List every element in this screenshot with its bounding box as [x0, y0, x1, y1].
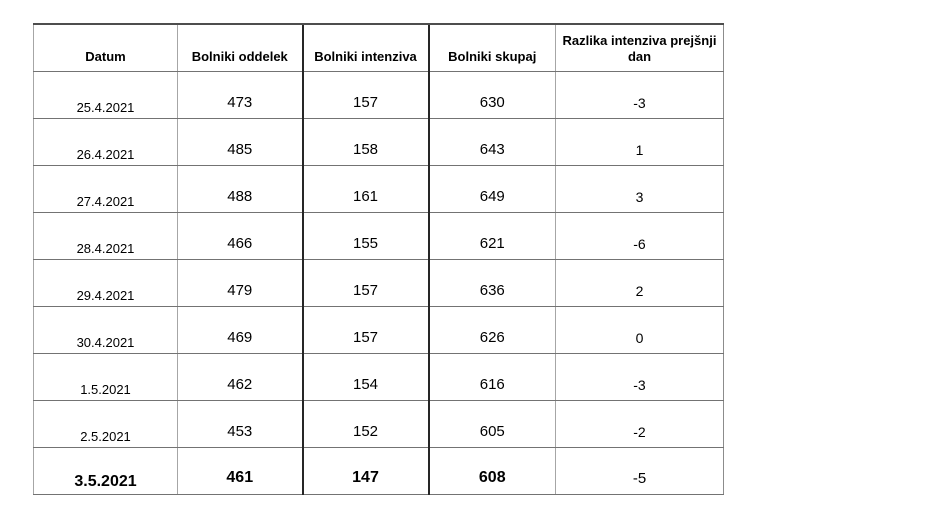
cell-intenziva: 158 — [301, 118, 429, 166]
cell-datum: 30.4.2021 — [33, 306, 178, 354]
cell-datum: 25.4.2021 — [33, 71, 178, 119]
column-header-skupaj: Bolniki skupaj — [427, 23, 556, 72]
cell-datum: 28.4.2021 — [33, 212, 178, 260]
table-row-latest: 3.5.2021 461 147 608 -5 — [33, 447, 724, 495]
cell-skupaj: 630 — [427, 71, 556, 119]
cell-intenziva: 152 — [301, 400, 429, 448]
cell-oddelek: 462 — [177, 353, 303, 401]
column-header-oddelek: Bolniki oddelek — [177, 23, 303, 72]
cell-razlika: 0 — [555, 306, 724, 354]
cell-razlika: -5 — [555, 447, 724, 495]
cell-razlika: -3 — [555, 71, 724, 119]
cell-skupaj: 608 — [427, 447, 556, 495]
cell-intenziva: 147 — [301, 447, 429, 495]
cell-oddelek: 466 — [177, 212, 303, 260]
cell-skupaj: 643 — [427, 118, 556, 166]
cell-oddelek: 461 — [177, 447, 303, 495]
cell-skupaj: 649 — [427, 165, 556, 213]
hospital-patients-table: Datum Bolniki oddelek Bolniki intenziva … — [33, 23, 724, 495]
header-row: Datum Bolniki oddelek Bolniki intenziva … — [33, 23, 724, 72]
table-row: 28.4.2021 466 155 621 -6 — [33, 212, 724, 260]
cell-skupaj: 616 — [427, 353, 556, 401]
cell-intenziva: 157 — [301, 259, 429, 307]
cell-skupaj: 626 — [427, 306, 556, 354]
cell-intenziva: 157 — [301, 306, 429, 354]
column-header-intenziva: Bolniki intenziva — [301, 23, 429, 72]
column-header-razlika: Razlika intenziva prejšnji dan — [555, 23, 724, 72]
cell-razlika: -6 — [555, 212, 724, 260]
cell-intenziva: 154 — [301, 353, 429, 401]
cell-skupaj: 636 — [427, 259, 556, 307]
cell-razlika: -3 — [555, 353, 724, 401]
cell-oddelek: 453 — [177, 400, 303, 448]
cell-intenziva: 161 — [301, 165, 429, 213]
cell-oddelek: 473 — [177, 71, 303, 119]
cell-skupaj: 621 — [427, 212, 556, 260]
cell-oddelek: 488 — [177, 165, 303, 213]
cell-datum: 26.4.2021 — [33, 118, 178, 166]
table-row: 25.4.2021 473 157 630 -3 — [33, 71, 724, 119]
cell-datum: 2.5.2021 — [33, 400, 178, 448]
cell-skupaj: 605 — [427, 400, 556, 448]
cell-razlika: 1 — [555, 118, 724, 166]
table-row: 30.4.2021 469 157 626 0 — [33, 306, 724, 354]
cell-intenziva: 155 — [301, 212, 429, 260]
cell-datum: 3.5.2021 — [33, 447, 178, 495]
column-header-datum: Datum — [33, 23, 178, 72]
cell-intenziva: 157 — [301, 71, 429, 119]
cell-razlika: 2 — [555, 259, 724, 307]
cell-oddelek: 485 — [177, 118, 303, 166]
cell-razlika: -2 — [555, 400, 724, 448]
cell-datum: 29.4.2021 — [33, 259, 178, 307]
cell-oddelek: 469 — [177, 306, 303, 354]
cell-oddelek: 479 — [177, 259, 303, 307]
table-row: 2.5.2021 453 152 605 -2 — [33, 400, 724, 448]
cell-razlika: 3 — [555, 165, 724, 213]
table-row: 29.4.2021 479 157 636 2 — [33, 259, 724, 307]
table-row: 26.4.2021 485 158 643 1 — [33, 118, 724, 166]
table-row: 27.4.2021 488 161 649 3 — [33, 165, 724, 213]
cell-datum: 27.4.2021 — [33, 165, 178, 213]
cell-datum: 1.5.2021 — [33, 353, 178, 401]
table-row: 1.5.2021 462 154 616 -3 — [33, 353, 724, 401]
